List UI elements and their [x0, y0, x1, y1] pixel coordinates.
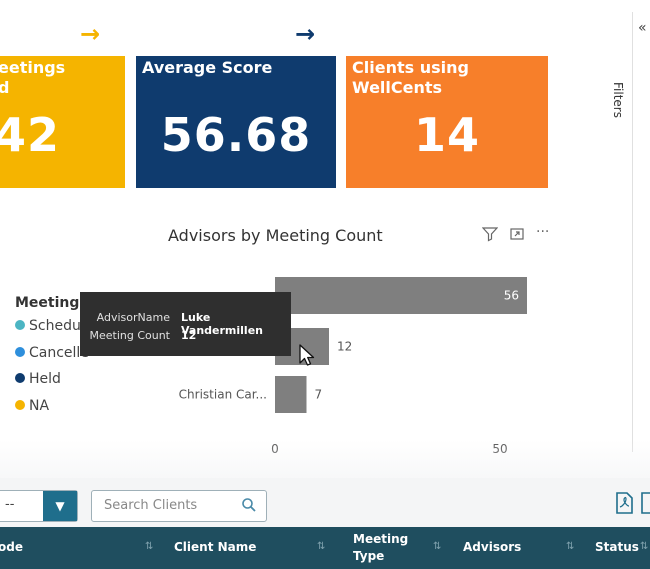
- chart-title: Advisors by Meeting Count: [168, 226, 383, 245]
- arrow-right-icon[interactable]: →: [295, 20, 316, 48]
- kpi-value: 42: [0, 108, 61, 162]
- data-label: 7: [315, 388, 323, 402]
- pdf-export-icon[interactable]: [614, 492, 634, 514]
- filter-dropdown[interactable]: -- ▼: [0, 490, 78, 522]
- legend-item[interactable]: Cancelle: [15, 345, 89, 361]
- kpi-card-clients-wellcents: Clients using WellCents 14: [346, 56, 548, 188]
- sort-icon[interactable]: ⇅: [433, 541, 442, 552]
- kpi-title-line1: eetings: [0, 58, 66, 77]
- category-label: Christian Car...: [179, 388, 267, 402]
- legend-dot: [15, 347, 25, 357]
- legend-label: NA: [29, 398, 50, 414]
- column-header-code[interactable]: ode: [0, 539, 23, 556]
- sort-icon[interactable]: ⇅: [566, 541, 575, 552]
- dropdown-value: --: [5, 497, 15, 512]
- tooltip-value: 12: [181, 329, 197, 342]
- legend-label: Held: [29, 371, 61, 387]
- bar[interactable]: [275, 376, 307, 413]
- data-label: 12: [337, 340, 352, 354]
- kpi-card-average-score: Average Score 56.68: [136, 56, 336, 188]
- kpi-title: eetings d: [0, 58, 65, 98]
- focus-mode-icon[interactable]: [509, 226, 525, 246]
- column-header-advisors[interactable]: Advisors: [463, 539, 521, 556]
- legend-label: Cancelle: [29, 345, 89, 361]
- kpi-card-meetings: eetings d 42: [0, 56, 125, 188]
- column-header-label: Meeting: [353, 532, 409, 546]
- more-options-icon[interactable]: ···: [536, 224, 550, 240]
- legend-dot: [15, 373, 25, 383]
- column-header-label: Client Name: [174, 540, 257, 554]
- legend-dot: [15, 320, 25, 330]
- search-clients-input[interactable]: Search Clients: [91, 490, 267, 522]
- column-header-label: Advisors: [463, 540, 522, 554]
- excel-export-icon[interactable]: [640, 492, 650, 514]
- column-header-status[interactable]: Status: [595, 539, 639, 556]
- kpi-value: 56.68: [160, 108, 312, 162]
- tooltip-value: Luke Vandermillen: [181, 311, 263, 337]
- sort-icon[interactable]: ⇅: [317, 541, 326, 552]
- legend-item[interactable]: Held: [15, 371, 61, 387]
- data-label: 56: [504, 289, 519, 303]
- kpi-title: Clients using WellCents: [352, 58, 469, 97]
- column-header-label: ode: [0, 540, 23, 554]
- tooltip-key: Meeting Count: [89, 329, 170, 342]
- arrow-right-icon[interactable]: →: [80, 20, 101, 48]
- legend-title: Meeting S: [15, 295, 95, 311]
- filters-pane[interactable]: « Filters: [611, 12, 650, 452]
- column-header-client-name[interactable]: Client Name: [174, 539, 256, 556]
- filter-icon[interactable]: [481, 226, 499, 246]
- table-header: ode ⇅ Client Name ⇅ Meeting Type ⇅ Advis…: [0, 527, 650, 569]
- column-header-meeting-type[interactable]: Meeting Type: [353, 531, 408, 565]
- legend-label: Schedule: [29, 318, 94, 334]
- kpi-value: 14: [413, 108, 480, 162]
- kpi-title: Average Score: [142, 58, 273, 77]
- search-placeholder: Search Clients: [104, 498, 198, 513]
- column-header-label: Status: [595, 540, 639, 554]
- legend-item[interactable]: NA: [15, 398, 49, 414]
- legend-item[interactable]: Schedule: [15, 318, 93, 334]
- mouse-cursor-icon: [299, 344, 315, 366]
- search-icon[interactable]: [241, 497, 257, 513]
- filters-label[interactable]: Filters: [611, 82, 625, 118]
- chart-tooltip: AdvisorName Luke Vandermillen Meeting Co…: [80, 292, 291, 356]
- tooltip-key: AdvisorName: [96, 311, 170, 324]
- bar[interactable]: [275, 277, 527, 314]
- kpi-title-line2: d: [0, 78, 10, 97]
- column-header-label: Type: [353, 549, 385, 563]
- sort-icon[interactable]: ⇅: [145, 541, 154, 552]
- legend-dot: [15, 400, 25, 410]
- collapse-icon[interactable]: «: [638, 20, 647, 36]
- sort-icon[interactable]: ⇅: [640, 541, 649, 552]
- chevron-down-icon[interactable]: ▼: [43, 491, 77, 521]
